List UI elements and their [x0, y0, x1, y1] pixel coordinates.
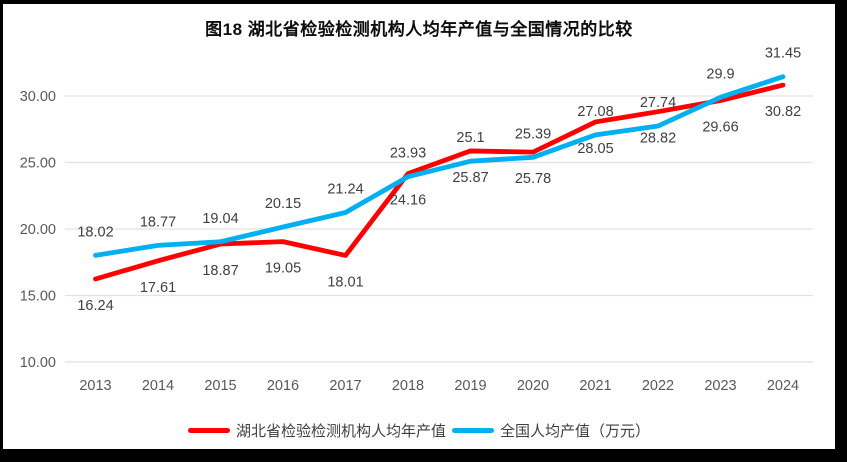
data-label: 24.16 [390, 193, 426, 209]
data-label: 30.82 [765, 104, 801, 120]
series-line-hubei [93, 82, 786, 282]
data-label: 28.05 [577, 141, 613, 157]
data-label: 18.01 [327, 274, 363, 290]
data-label: 18.02 [77, 224, 113, 240]
y-axis-tick-label: 20.00 [20, 222, 56, 238]
data-label: 21.24 [327, 182, 363, 198]
y-axis-tick-label: 10.00 [20, 355, 56, 371]
chart-legend: 湖北省检验检测机构人均年产值 全国人均产值（万元） [3, 420, 835, 441]
data-label: 25.78 [515, 171, 551, 187]
data-label: 25.87 [452, 170, 488, 186]
x-axis-tick-label: 2015 [204, 378, 236, 394]
legend-swatch-blue-line-icon [452, 428, 494, 433]
data-label: 27.08 [577, 104, 613, 120]
legend-label-hubei: 湖北省检验检测机构人均年产值 [235, 423, 446, 440]
data-label: 23.93 [390, 146, 426, 162]
x-axis-tick-label: 2022 [642, 378, 674, 394]
chart-title: 图18 湖北省检验检测机构人均年产值与全国情况的比较 [205, 20, 633, 39]
data-label: 27.74 [640, 95, 676, 111]
data-label: 28.82 [640, 131, 676, 147]
x-axis-tick-label: 2017 [329, 378, 361, 394]
data-label: 16.24 [77, 298, 113, 314]
legend-label-national: 全国人均产值（万元） [500, 423, 651, 440]
x-axis-tick-label: 2019 [454, 378, 486, 394]
data-label: 29.9 [706, 66, 734, 82]
x-axis-tick-label: 2018 [392, 378, 424, 394]
data-label: 18.87 [202, 263, 238, 279]
data-label: 19.04 [202, 211, 238, 227]
x-axis-tick-label: 2014 [142, 378, 174, 394]
data-label: 25.1 [456, 130, 484, 146]
x-axis-tick-label: 2016 [267, 378, 299, 394]
data-label: 31.45 [765, 46, 801, 62]
y-axis-tick-label: 30.00 [20, 89, 56, 105]
x-axis-tick-label: 2020 [517, 378, 549, 394]
data-label: 29.66 [702, 120, 738, 136]
data-label: 18.77 [140, 214, 176, 230]
x-axis-tick-label: 2021 [579, 378, 611, 394]
legend-item-hubei: 湖北省检验检测机构人均年产值 [187, 420, 446, 441]
legend-item-national: 全国人均产值（万元） [452, 420, 650, 441]
y-axis-tick-label: 25.00 [20, 156, 56, 172]
x-axis-tick-label: 2023 [704, 378, 736, 394]
y-axis-tick-label: 15.00 [20, 289, 56, 305]
series-line-national [93, 74, 786, 258]
x-axis-tick-label: 2024 [767, 378, 799, 394]
legend-swatch-red-line-icon [187, 428, 230, 433]
x-axis-tick-label: 2013 [79, 378, 111, 394]
data-label: 19.05 [265, 261, 301, 277]
data-label: 20.15 [265, 196, 301, 212]
data-label: 17.61 [140, 280, 176, 296]
data-label: 25.39 [515, 126, 551, 142]
